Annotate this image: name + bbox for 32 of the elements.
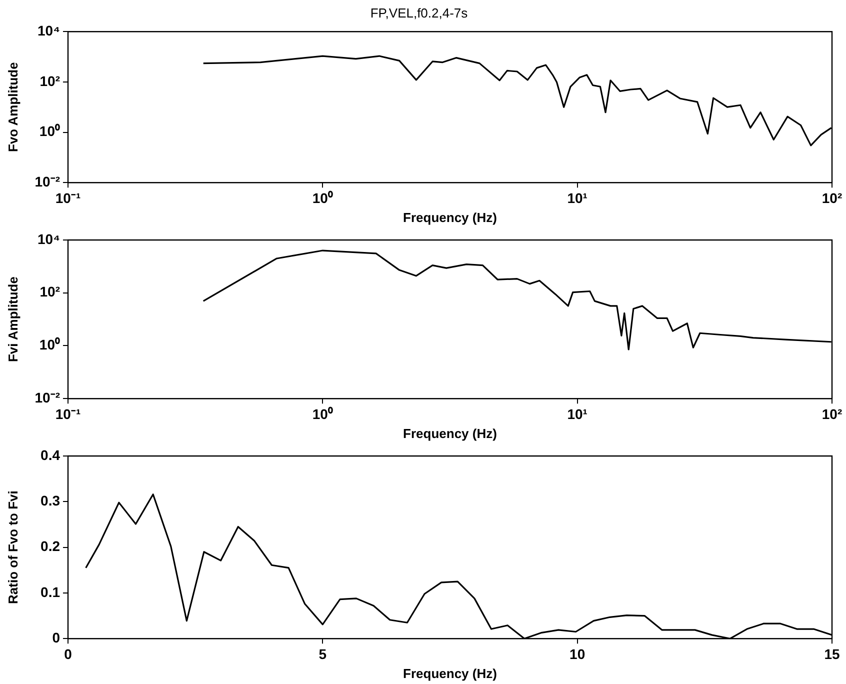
chart-title: FP,VEL,f0.2,4-7s: [370, 5, 468, 20]
x-tick-label: 10²: [822, 406, 842, 422]
y-tick-label: 10⁴: [38, 22, 60, 38]
x-axis-title: Frequency (Hz): [403, 426, 497, 441]
y-tick-label: 10⁴: [38, 230, 60, 247]
y-tick-label: 10⁻²: [34, 389, 60, 406]
x-tick-label: 10²: [822, 190, 842, 206]
y-axis-title: Fvi Amplitude: [5, 276, 20, 362]
x-axis-title: Frequency (Hz): [403, 210, 497, 225]
y-tick-label: 0.2: [40, 538, 60, 554]
x-tick-label: 10⁰: [312, 406, 333, 422]
x-tick-label: 10⁻¹: [55, 406, 81, 422]
x-tick-label: 0: [64, 646, 72, 662]
y-tick-label: 10²: [40, 72, 60, 89]
x-tick-label: 15: [824, 646, 840, 662]
y-tick-label: 10²: [40, 284, 60, 300]
x-tick-label: 10⁰: [312, 190, 333, 206]
y-tick-label: 0.3: [40, 492, 60, 509]
x-tick-label: 10: [570, 646, 586, 662]
y-tick-label: 0.1: [40, 584, 60, 600]
y-tick-label: 0.4: [40, 446, 60, 463]
y-axis-title: Ratio of Fvo to Fvi: [5, 490, 20, 604]
x-axis-title: Frequency (Hz): [403, 666, 497, 681]
y-tick-label: 10⁻²: [34, 173, 60, 190]
y-tick-label: 10⁰: [39, 123, 60, 140]
x-tick-label: 10¹: [567, 190, 588, 206]
x-tick-label: 10¹: [567, 406, 588, 422]
x-tick-label: 5: [318, 646, 327, 662]
y-tick-label: 0: [52, 629, 60, 646]
x-tick-label: 10⁻¹: [55, 190, 81, 206]
y-axis-title: Fvo Amplitude: [5, 62, 20, 152]
y-tick-label: 10⁰: [39, 336, 60, 353]
